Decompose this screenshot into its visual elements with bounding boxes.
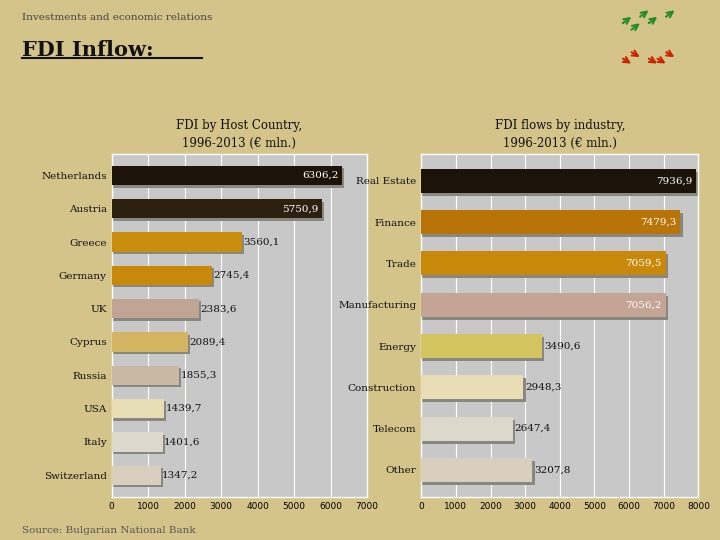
- Text: 2089,4: 2089,4: [189, 338, 226, 347]
- Bar: [112, 232, 242, 252]
- Title: FDI by Host Country,
1996-2013 (€ mln.): FDI by Host Country, 1996-2013 (€ mln.): [176, 119, 302, 150]
- Bar: [112, 368, 181, 387]
- Text: 2647,4: 2647,4: [515, 424, 551, 433]
- Text: 7059,5: 7059,5: [625, 259, 662, 268]
- Text: 1855,3: 1855,3: [181, 371, 217, 380]
- Bar: [112, 335, 190, 354]
- Bar: [421, 334, 542, 358]
- Bar: [112, 432, 163, 451]
- Text: 3560,1: 3560,1: [243, 238, 279, 247]
- Bar: [421, 458, 532, 482]
- Bar: [112, 332, 188, 352]
- Bar: [421, 254, 668, 278]
- Bar: [112, 199, 322, 219]
- Bar: [112, 465, 161, 485]
- Text: 7936,9: 7936,9: [656, 176, 692, 185]
- Bar: [112, 401, 166, 421]
- Bar: [421, 337, 544, 361]
- Text: 7056,2: 7056,2: [625, 300, 662, 309]
- Bar: [421, 420, 515, 443]
- Text: 5750,9: 5750,9: [282, 204, 318, 213]
- Bar: [421, 375, 523, 399]
- Text: 1347,2: 1347,2: [162, 471, 199, 480]
- Text: 7479,3: 7479,3: [640, 218, 676, 227]
- Bar: [112, 399, 164, 418]
- Bar: [112, 201, 323, 221]
- Text: 2745,4: 2745,4: [213, 271, 250, 280]
- Text: FDI Inflow:: FDI Inflow:: [22, 40, 153, 60]
- Text: 2948,3: 2948,3: [525, 383, 562, 392]
- Text: 1439,7: 1439,7: [166, 404, 202, 413]
- Text: 1401,6: 1401,6: [164, 437, 201, 447]
- Bar: [421, 172, 698, 195]
- Text: 3490,6: 3490,6: [544, 341, 580, 350]
- Text: Source: Bulgarian National Bank: Source: Bulgarian National Bank: [22, 525, 195, 535]
- Text: 2383,6: 2383,6: [200, 304, 236, 313]
- Bar: [112, 235, 243, 254]
- Bar: [112, 266, 212, 285]
- Bar: [421, 295, 668, 320]
- Bar: [112, 168, 344, 187]
- Bar: [421, 213, 683, 237]
- Bar: [112, 435, 165, 454]
- Bar: [112, 166, 342, 185]
- Text: Investments and economic relations: Investments and economic relations: [22, 14, 212, 23]
- Title: FDI flows by industry,
1996-2013 (€ mln.): FDI flows by industry, 1996-2013 (€ mln.…: [495, 119, 625, 150]
- Bar: [421, 169, 696, 193]
- Text: 3207,8: 3207,8: [534, 465, 570, 475]
- Bar: [112, 468, 163, 487]
- Bar: [421, 417, 513, 441]
- Bar: [112, 301, 201, 321]
- Bar: [112, 366, 179, 385]
- Bar: [421, 293, 666, 316]
- Text: 6306,2: 6306,2: [302, 171, 338, 180]
- Bar: [421, 210, 680, 234]
- Bar: [112, 299, 199, 319]
- Bar: [421, 252, 666, 275]
- Bar: [421, 378, 526, 402]
- Bar: [112, 268, 214, 287]
- Bar: [421, 461, 534, 485]
